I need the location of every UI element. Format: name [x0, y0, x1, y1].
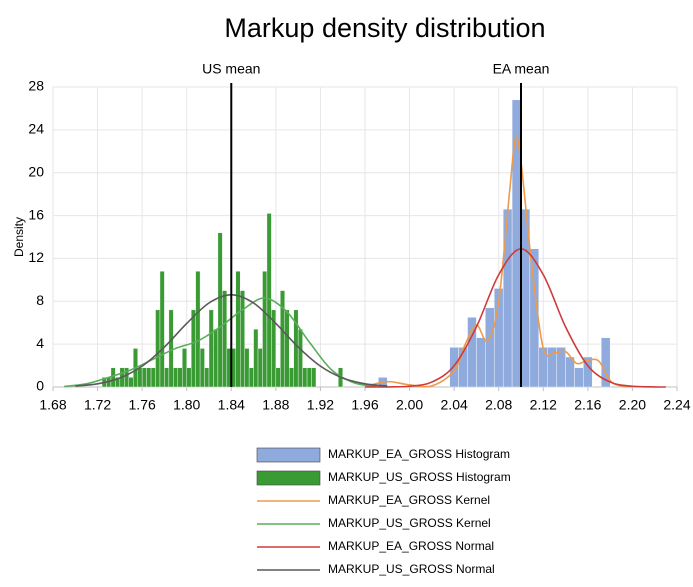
histogram-bar [253, 328, 259, 388]
histogram-bar [601, 337, 611, 388]
x-tick-label: 2.00 [396, 397, 423, 413]
x-tick-label: 2.08 [485, 397, 512, 413]
plot: US mean EA mean [64, 61, 666, 388]
histogram-bar [284, 309, 290, 388]
x-tick-label: 1.72 [84, 397, 111, 413]
histogram-bar [155, 309, 161, 388]
histogram-bar [164, 367, 170, 388]
histogram-bar [271, 309, 277, 388]
x-tick-label: 1.68 [39, 397, 66, 413]
annotation: EA mean [493, 61, 550, 77]
y-tick-label: 12 [28, 249, 44, 265]
histogram-bar [235, 271, 241, 388]
histogram-bar [244, 348, 250, 388]
histogram-bar [476, 337, 486, 388]
histogram-bar [208, 309, 214, 388]
y-tick-label: 24 [28, 121, 44, 137]
histogram-bar [110, 367, 116, 388]
legend-swatch [256, 470, 321, 486]
histogram-bar [289, 367, 294, 388]
histogram-bar [204, 367, 210, 388]
line [64, 297, 377, 388]
legend-label: MARKUP_EA_GROSS Kernel [328, 493, 490, 507]
x-tick-label: 2.16 [574, 397, 601, 413]
histogram-bar [173, 367, 178, 388]
chart-title: Markup density distribution [224, 13, 545, 43]
x-tick-label: 1.92 [307, 397, 334, 413]
histogram-bar [141, 367, 147, 388]
histogram-bar [511, 99, 522, 388]
histogram-bar [538, 347, 548, 388]
y-tick-label: 8 [36, 292, 44, 308]
histogram-bar [222, 290, 228, 388]
legend-label: MARKUP_EA_GROSS Normal [328, 539, 494, 553]
y-tick-label: 20 [28, 163, 44, 179]
y-axis-label: Density [12, 217, 26, 257]
annotation: US mean [202, 61, 260, 77]
histogram-bar [280, 290, 285, 388]
legend: MARKUP_EA_GROSS Histogram MARKUP_US_GROSS… [256, 447, 511, 576]
histogram-bar [128, 377, 134, 388]
histogram-bar [248, 367, 254, 388]
x-tick-label: 1.76 [129, 397, 156, 413]
legend-label: MARKUP_EA_GROSS Histogram [328, 447, 510, 461]
y-tick-label: 4 [36, 335, 44, 351]
histogram-bar [177, 367, 183, 388]
histogram-bar [213, 328, 219, 388]
legend-label: MARKUP_US_GROSS Normal [328, 562, 495, 576]
legend-label: MARKUP_US_GROSS Kernel [328, 516, 491, 530]
histogram-bar [137, 367, 143, 388]
histogram-bar [556, 347, 566, 388]
histogram-bar [168, 309, 174, 388]
histogram-bar [502, 208, 513, 388]
histogram-bar [182, 348, 187, 388]
x-tick-label: 1.80 [173, 397, 200, 413]
line [364, 136, 633, 388]
histogram-bar [190, 309, 196, 388]
histogram-bar [146, 367, 152, 388]
histogram-bar [302, 367, 308, 388]
histogram-bar [150, 367, 156, 388]
histogram-bar [574, 367, 584, 388]
histogram-bar [262, 271, 268, 388]
histogram-bar [257, 348, 263, 388]
x-tick-label: 2.24 [663, 397, 690, 413]
x-tick-label: 2.12 [530, 397, 557, 413]
x-tick-label: 2.04 [441, 397, 468, 413]
histogram-bar [186, 367, 192, 388]
grid: 0 4 8 12 16 20 24 28 1.68 1.72 1.76 1.80 1.84 1.88 1.9… [28, 78, 690, 413]
x-tick-label: 1.96 [351, 397, 378, 413]
x-tick-label: 2.20 [619, 397, 646, 413]
histogram-bar [195, 271, 201, 388]
histogram-bar [306, 367, 312, 388]
histogram-bar [199, 348, 205, 388]
legend-swatch [256, 447, 321, 463]
histogram-bar [159, 271, 165, 388]
legend-label: MARKUP_US_GROSS Histogram [328, 470, 511, 484]
histogram-bar [565, 356, 575, 388]
histogram-bar [311, 367, 317, 388]
x-tick-label: 1.88 [262, 397, 289, 413]
histogram-bar [583, 356, 593, 388]
histogram-bar [275, 367, 281, 388]
y-tick-label: 0 [36, 378, 44, 394]
histogram-bar [239, 290, 245, 388]
histogram-bar [485, 307, 495, 388]
y-tick-label: 16 [28, 206, 44, 222]
histogram-bar [217, 232, 223, 388]
y-tick-label: 28 [28, 78, 44, 94]
x-tick-label: 1.84 [218, 397, 245, 413]
histogram-bar [297, 328, 303, 388]
